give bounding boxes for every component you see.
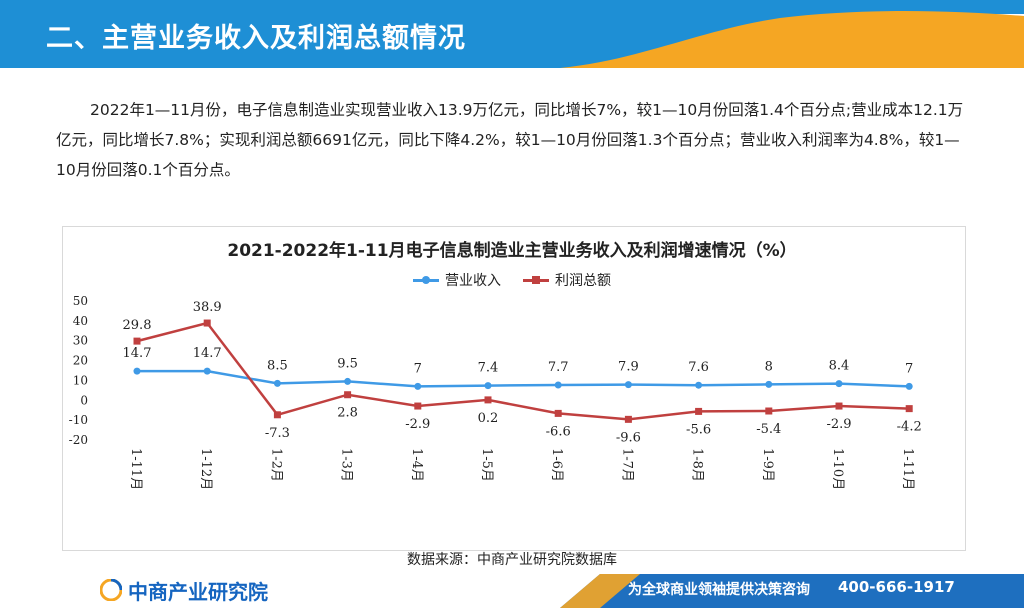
chart-frame (62, 226, 966, 551)
data-label-profit: -6.6 (546, 424, 571, 439)
data-label-profit: -7.3 (265, 426, 290, 441)
x-tick-label: 1-6月 (549, 448, 564, 482)
page-title: 二、主营业务收入及利润总额情况 (46, 23, 466, 54)
x-tick-label: 1-2月 (268, 448, 283, 482)
x-tick-label: 1-10月 (830, 448, 845, 490)
data-label-profit: -2.9 (826, 417, 851, 432)
data-point-profit (905, 405, 913, 413)
data-point-revenue (414, 382, 422, 390)
data-point-revenue (695, 381, 703, 389)
y-tick-label: 30 (73, 334, 88, 348)
data-label-revenue: 7.9 (618, 360, 639, 375)
y-tick-label: 0 (80, 393, 88, 407)
data-label-revenue: 8.5 (267, 358, 288, 373)
y-tick-label: 10 (73, 373, 88, 387)
y-tick-label: 20 (73, 354, 88, 368)
footer-logo-text: 中商产业研究院 (128, 580, 268, 604)
company-logo-icon (100, 579, 122, 601)
data-label-profit: -5.4 (756, 422, 781, 437)
header-background (0, 0, 1024, 68)
data-label-revenue: 9.5 (337, 356, 358, 371)
chart-legend: 营业收入 利润总额 (0, 270, 1024, 290)
y-tick-label: -10 (69, 413, 88, 427)
data-label-revenue: 7 (414, 361, 422, 376)
data-point-profit (484, 396, 492, 404)
legend-label-revenue: 营业收入 (445, 273, 501, 289)
data-point-revenue (554, 381, 562, 389)
data-point-revenue (765, 380, 773, 388)
x-tick-label: 1-9月 (760, 448, 775, 482)
data-label-revenue: 8.4 (829, 359, 850, 374)
data-point-profit (835, 402, 843, 410)
data-point-profit (203, 319, 211, 327)
legend-label-profit: 利润总额 (555, 273, 611, 289)
data-point-revenue (344, 377, 352, 385)
legend-swatch-profit (523, 273, 549, 287)
data-label-profit: -5.6 (686, 422, 711, 437)
data-label-profit: -4.2 (897, 420, 922, 435)
data-point-revenue (624, 381, 632, 389)
line-chart: 50 40 30 20 10 0 -10 -20 1-11月 1-12月 1-2月 1-3月 1-4月 1… (69, 294, 922, 490)
x-tick-label: 1-4月 (409, 448, 424, 482)
x-tick-label: 1-12月 (198, 448, 213, 490)
data-point-revenue (835, 380, 843, 388)
y-tick-label: -20 (69, 433, 88, 447)
x-tick-label: 1-3月 (339, 448, 354, 482)
data-label-profit: 38.9 (193, 300, 222, 315)
y-tick-label: 40 (73, 314, 88, 328)
footer-phone: 400-666-1917 (838, 578, 955, 596)
data-label-profit: -9.6 (616, 430, 641, 445)
data-point-profit (695, 407, 703, 415)
data-point-revenue (273, 379, 281, 387)
x-tick-label: 1-8月 (690, 448, 705, 482)
data-label-revenue: 7 (905, 361, 913, 376)
data-point-revenue (905, 382, 913, 390)
header-banner: 二、主营业务收入及利润总额情况 (0, 0, 1024, 68)
data-label-revenue: 7.4 (478, 361, 499, 376)
data-label-profit: 2.8 (337, 406, 358, 421)
footer-slogan: 为全球商业领袖提供决策咨询 (628, 582, 810, 598)
footer-banner (0, 574, 1024, 608)
data-label-revenue: 7.7 (548, 360, 569, 375)
y-tick-label: 50 (73, 294, 88, 308)
data-label-revenue: 14.7 (193, 346, 222, 361)
data-point-revenue (133, 367, 141, 375)
legend-item-profit: 利润总额 (523, 270, 611, 290)
x-tick-label: 1-5月 (479, 448, 494, 482)
footer-background (560, 574, 1024, 608)
data-label-revenue: 8 (765, 359, 773, 374)
data-label-profit: 29.8 (123, 318, 152, 333)
data-point-profit (414, 402, 422, 410)
data-point-profit (133, 337, 141, 345)
data-label-profit: 0.2 (478, 411, 499, 426)
data-point-profit (344, 391, 352, 399)
x-tick-label: 1-11月 (900, 448, 915, 490)
data-label-profit: -2.9 (405, 417, 430, 432)
x-tick-label: 1-7月 (619, 448, 634, 482)
x-tick-label: 1-11月 (128, 448, 143, 490)
data-point-profit (624, 415, 632, 423)
data-point-profit (554, 409, 562, 417)
data-point-profit (765, 407, 773, 415)
chart-title: 2021-2022年1-11月电子信息制造业主营业务收入及利润增速情况（%） (227, 241, 797, 261)
series-line-profit (136, 321, 910, 421)
data-label-revenue: 7.6 (688, 360, 709, 375)
data-source: 数据来源：中商产业研究院数据库 (407, 552, 617, 568)
data-point-profit (273, 411, 281, 419)
data-label-revenue: 14.7 (123, 346, 152, 361)
legend-swatch-revenue (413, 273, 439, 287)
legend-item-revenue: 营业收入 (413, 270, 501, 290)
series-line-revenue (137, 369, 910, 388)
data-point-revenue (203, 367, 211, 375)
data-point-revenue (484, 382, 492, 390)
summary-paragraph: 2022年1—11月份，电子信息制造业实现营业收入13.9万亿元，同比增长7%，… (56, 101, 964, 179)
